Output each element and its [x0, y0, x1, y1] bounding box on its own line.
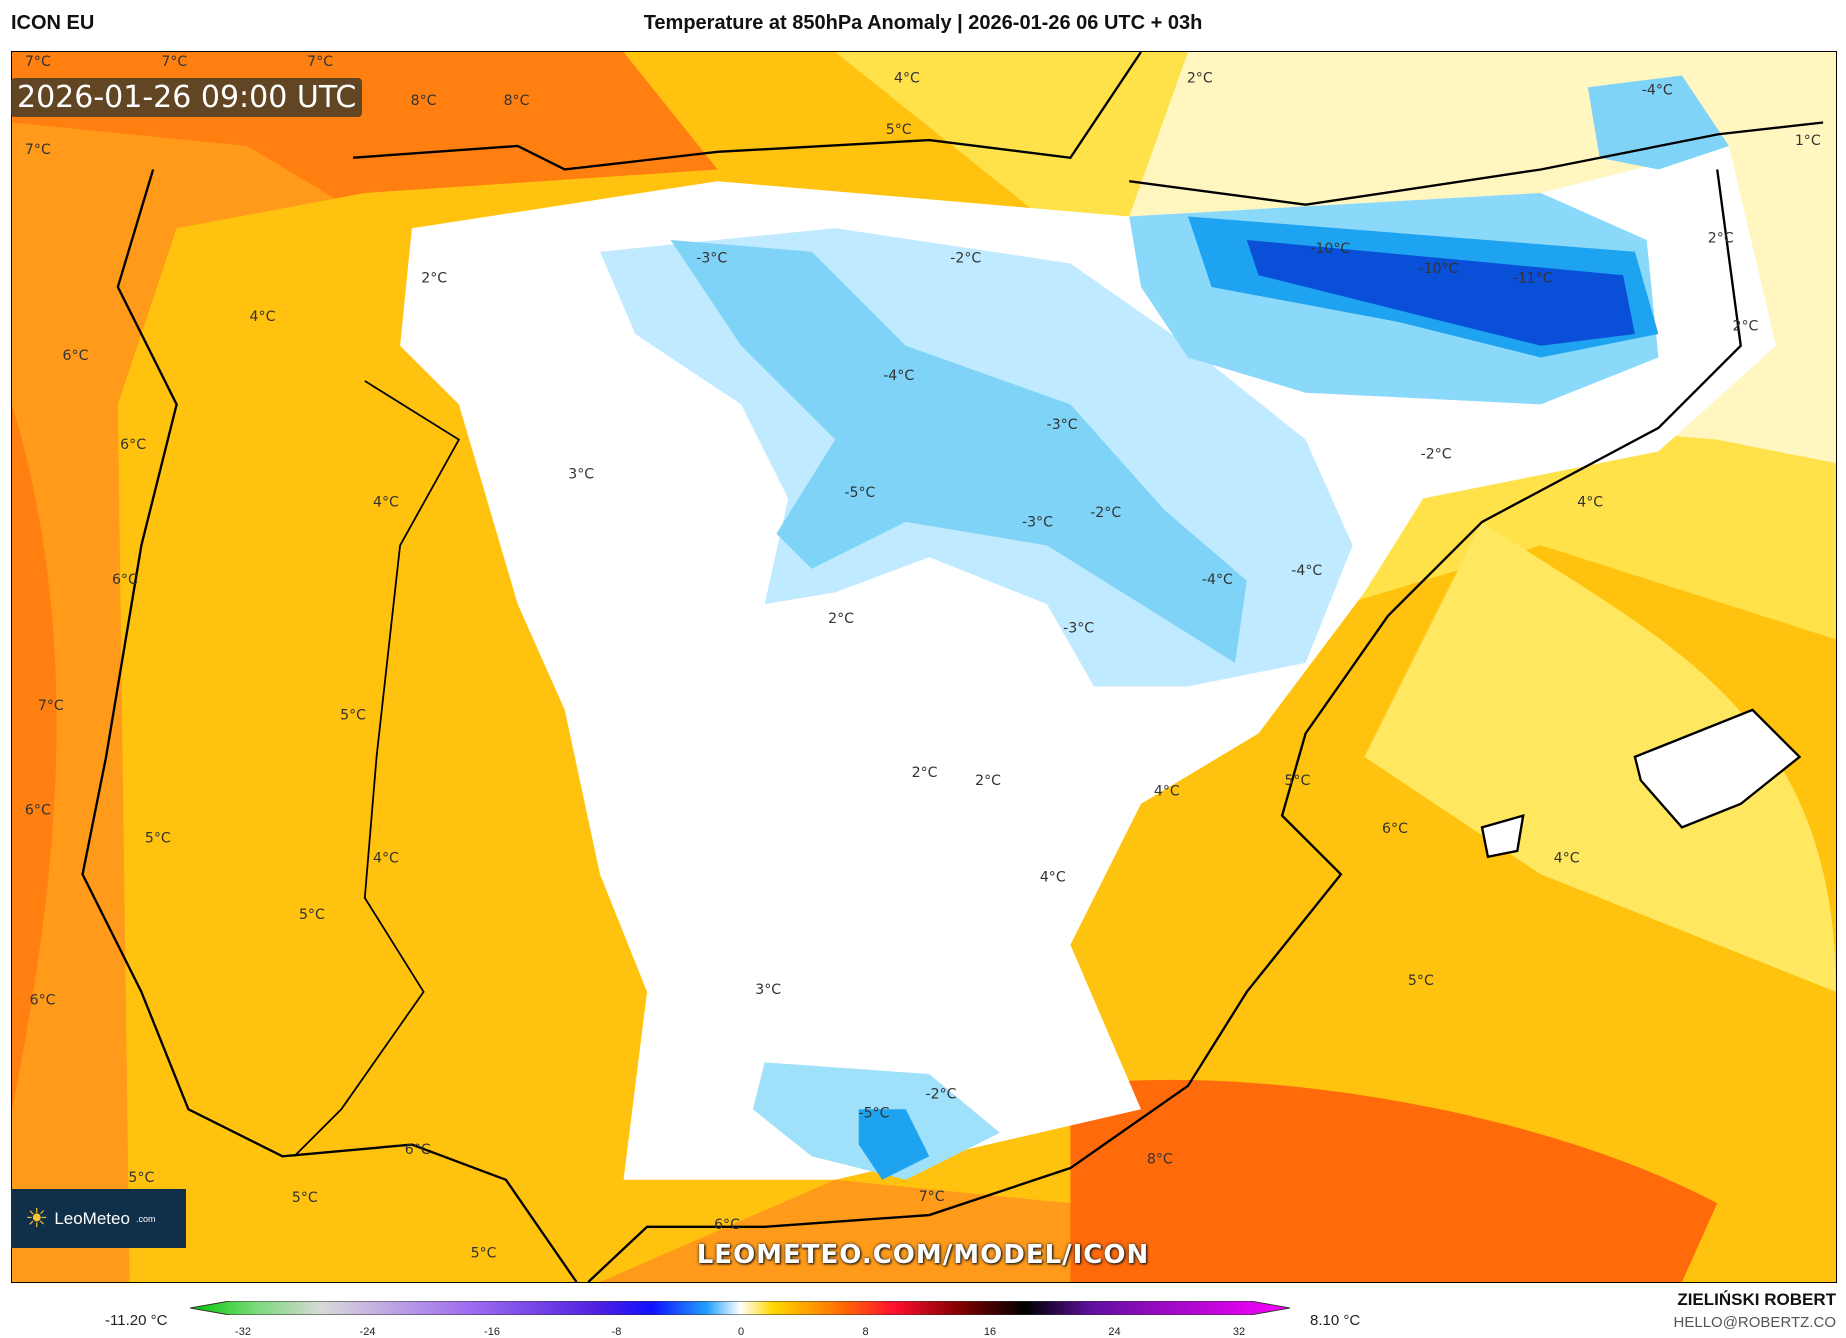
temperature-label: -3°C	[1063, 620, 1094, 636]
temperature-label: -11°C	[1513, 270, 1553, 286]
temperature-label: 2°C	[828, 611, 854, 627]
temperature-label: -2°C	[1421, 446, 1452, 462]
temperature-label: 3°C	[755, 982, 781, 998]
temperature-label: -4°C	[1202, 572, 1233, 588]
temperature-label: 1°C	[1795, 133, 1821, 149]
colorbar-tick: 24	[1108, 1326, 1121, 1338]
temperature-label: 7°C	[38, 698, 64, 714]
temperature-label: 2°C	[975, 773, 1001, 789]
author-credit: ZIELIŃSKI ROBERT	[1677, 1290, 1836, 1309]
temperature-label: 5°C	[292, 1190, 318, 1206]
temperature-label: 5°C	[128, 1170, 154, 1186]
temperature-label: 2°C	[1733, 318, 1759, 334]
colorbar-tick: -24	[359, 1326, 376, 1338]
temperature-label: -2°C	[926, 1087, 957, 1103]
temperature-label: 5°C	[145, 831, 171, 847]
temperature-label: -3°C	[1022, 515, 1053, 531]
temperature-label: -10°C	[1310, 241, 1350, 257]
temperature-label: -4°C	[1291, 563, 1322, 579]
colorbar-tick: 0	[737, 1326, 745, 1338]
colorbar-tick: 16	[983, 1326, 997, 1338]
temperature-label: 8°C	[1147, 1151, 1173, 1167]
logo-suffix: .com	[135, 1213, 156, 1224]
colorbar-tick: -32	[235, 1326, 251, 1338]
temperature-label: -5°C	[859, 1106, 890, 1122]
leometeo-logo[interactable]: ☀ LeoMeteo .com	[11, 1189, 186, 1248]
temperature-label: -4°C	[883, 368, 914, 384]
temperature-label: 6°C	[120, 437, 146, 453]
colorbar-tick: -8	[611, 1326, 622, 1338]
temperature-label: 2°C	[421, 270, 447, 286]
temperature-label: 7°C	[25, 54, 51, 70]
temperature-label: 4°C	[894, 71, 920, 87]
mallorca	[1633, 708, 1802, 829]
colorbar-tick: -16	[484, 1326, 500, 1338]
temperature-label: -3°C	[696, 250, 727, 266]
temperature-label: -3°C	[1047, 417, 1078, 433]
temperature-label: 4°C	[373, 495, 399, 511]
temperature-label: 6°C	[714, 1217, 740, 1233]
temperature-label: 5°C	[1408, 973, 1434, 989]
temperature-label: 4°C	[250, 309, 276, 325]
chart-title: Temperature at 850hPa Anomaly | 2026-01-…	[643, 12, 1203, 34]
temperature-label: 2°C	[1187, 71, 1213, 87]
temperature-label: -4°C	[1642, 82, 1673, 98]
author-email[interactable]: HELLO@ROBERTZ.CO	[1673, 1314, 1836, 1331]
temperature-label: 7°C	[919, 1189, 945, 1205]
temperature-label: 6°C	[405, 1142, 431, 1158]
temperature-label: 4°C	[1554, 851, 1580, 867]
coastline-north	[352, 52, 1824, 206]
temperature-label: 6°C	[1382, 821, 1408, 837]
valid-time-badge: 2026-01-26 09:00 UTC	[11, 78, 363, 117]
temperature-label: 8°C	[411, 93, 437, 109]
temperature-label: 6°C	[112, 572, 138, 588]
warm-zone-sea	[1070, 1079, 1718, 1282]
border-spain-portugal	[293, 380, 461, 1157]
temperature-label: 6°C	[63, 348, 89, 364]
temperature-label: 5°C	[340, 707, 366, 723]
temperature-label: 5°C	[1284, 773, 1310, 789]
temperature-label: -10°C	[1419, 261, 1459, 277]
colorbar-max-label: 8.10 °C	[1310, 1312, 1361, 1329]
sun-icon: ☀	[25, 1203, 49, 1233]
temperature-anomaly-map: 7°C 7°C 7°C 8°C 8°C 4°C 2°C -4°C 1°C 7°C 5°C -3°C -2…	[11, 51, 1837, 1283]
temperature-label: 5°C	[886, 122, 912, 138]
temperature-label: 4°C	[1577, 495, 1603, 511]
temperature-label: 2°C	[1708, 230, 1734, 246]
temperature-label: 8°C	[504, 93, 530, 109]
temperature-label: -2°C	[1090, 505, 1121, 521]
coastline	[81, 169, 1742, 1282]
temperature-label: -5°C	[844, 485, 875, 501]
temperature-label: 5°C	[299, 907, 325, 923]
temperature-label: 4°C	[373, 851, 399, 867]
temperature-label: 4°C	[1040, 869, 1066, 885]
temperature-labels: 7°C 7°C 7°C 8°C 8°C 4°C 2°C -4°C 1°C 7°C 5°C -3°C -2…	[25, 54, 1821, 1261]
colorbar-min-label: -11.20 °C	[105, 1312, 168, 1329]
watermark-url: LEOMETEO.COM/MODEL/ICON	[696, 1240, 1150, 1270]
colorbar	[190, 1301, 1290, 1315]
colorbar-tick: 8	[862, 1326, 869, 1338]
temperature-label: 6°C	[30, 993, 56, 1009]
temperature-label: 3°C	[568, 466, 594, 482]
temperature-label: 2°C	[912, 765, 938, 781]
temperature-label: 5°C	[471, 1245, 497, 1261]
colorbar-tick: 32	[1232, 1326, 1246, 1338]
temperature-label: 7°C	[25, 142, 51, 158]
temperature-label: 4°C	[1154, 784, 1180, 800]
model-name: ICON EU	[11, 12, 95, 34]
logo-name: LeoMeteo	[54, 1208, 130, 1228]
temperature-label: 7°C	[161, 54, 187, 70]
temperature-label: 6°C	[25, 802, 51, 818]
temperature-label: -2°C	[950, 250, 981, 266]
temperature-label: 7°C	[307, 54, 333, 70]
